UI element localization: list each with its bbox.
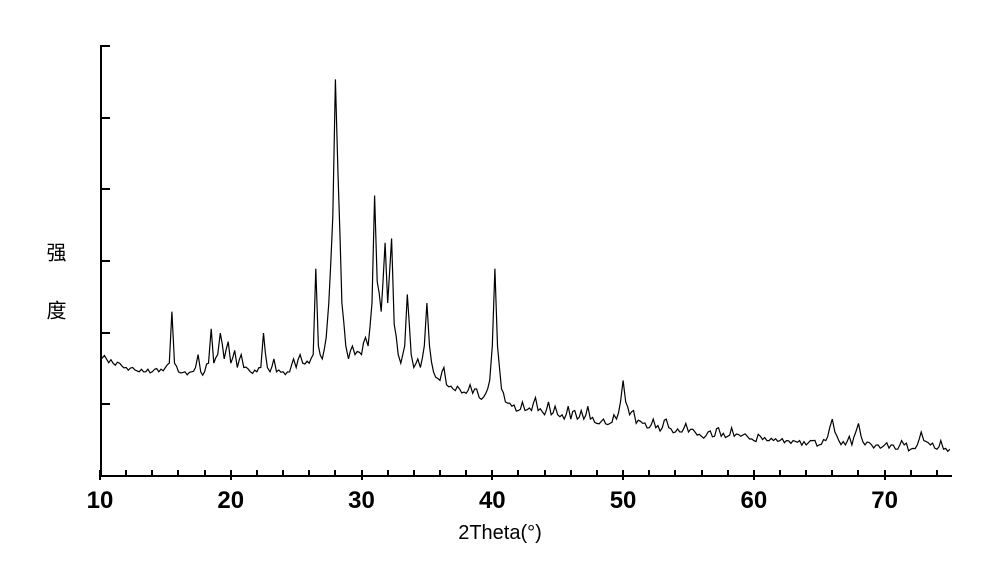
y-axis-label: 强 度	[40, 242, 69, 328]
x-minor-tick	[910, 470, 912, 476]
x-tick-label: 60	[740, 487, 767, 515]
x-minor-tick	[177, 470, 179, 476]
x-tick	[884, 470, 886, 480]
x-tick	[361, 470, 363, 480]
x-minor-tick	[544, 470, 546, 476]
y-tick	[100, 403, 110, 405]
x-minor-tick	[596, 470, 598, 476]
x-tick-label: 70	[871, 487, 898, 515]
x-tick	[491, 470, 493, 480]
y-tick	[100, 475, 110, 477]
x-tick	[753, 470, 755, 480]
x-minor-tick	[648, 470, 650, 476]
y-tick	[100, 260, 110, 262]
y-tick	[100, 188, 110, 190]
x-minor-tick	[779, 470, 781, 476]
x-minor-tick	[674, 470, 676, 476]
x-tick-label: 10	[87, 487, 114, 515]
x-minor-tick	[256, 470, 258, 476]
x-minor-tick	[727, 470, 729, 476]
x-tick-label: 30	[348, 487, 375, 515]
x-minor-tick	[517, 470, 519, 476]
x-minor-tick	[465, 470, 467, 476]
y-tick	[100, 117, 110, 119]
x-tick	[230, 470, 232, 480]
x-minor-tick	[857, 470, 859, 476]
x-minor-tick	[805, 470, 807, 476]
xrd-pattern-line	[100, 45, 950, 475]
x-tick-label: 50	[610, 487, 637, 515]
y-tick	[100, 45, 110, 47]
x-minor-tick	[570, 470, 572, 476]
x-tick-label: 40	[479, 487, 506, 515]
x-axis-label: 2Theta(°)	[458, 522, 542, 545]
x-minor-tick	[282, 470, 284, 476]
x-minor-tick	[151, 470, 153, 476]
x-tick	[622, 470, 624, 480]
x-minor-tick	[204, 470, 206, 476]
x-minor-tick	[701, 470, 703, 476]
x-minor-tick	[387, 470, 389, 476]
y-tick	[100, 332, 110, 334]
x-tick-label: 20	[217, 487, 244, 515]
x-minor-tick	[125, 470, 127, 476]
xrd-chart: 强 度 2Theta(°) 10 20 30 40 50 60 70	[20, 20, 980, 550]
x-minor-tick	[308, 470, 310, 476]
x-minor-tick	[936, 470, 938, 476]
x-minor-tick	[413, 470, 415, 476]
x-minor-tick	[334, 470, 336, 476]
x-minor-tick	[439, 470, 441, 476]
x-minor-tick	[831, 470, 833, 476]
